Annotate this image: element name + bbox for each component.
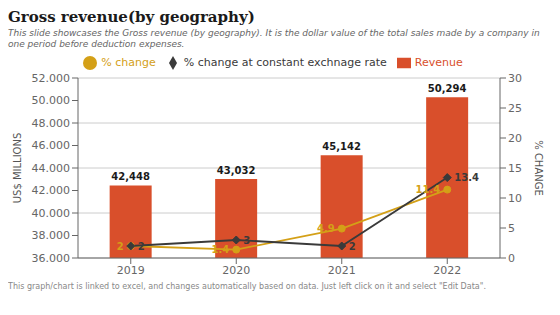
svg-text:2022: 2022	[433, 264, 461, 277]
svg-text:2019: 2019	[117, 264, 145, 277]
html-text:This graph/chart is linked to: This graph/chart is linked to excel, and…	[8, 282, 486, 291]
svg-text:2020: 2020	[222, 264, 250, 277]
svg-text:45,142: 45,142	[322, 141, 361, 152]
svg-text:52.000: 52.000	[32, 72, 71, 85]
svg-text:50,294: 50,294	[428, 83, 467, 94]
svg-text:50.000: 50.000	[32, 94, 71, 107]
svg-text:42.000: 42.000	[32, 184, 71, 197]
svg-text:US$ MILLIONS: US$ MILLIONS	[12, 133, 23, 204]
svg-text:2: 2	[349, 241, 356, 252]
svg-text:15: 15	[508, 162, 522, 175]
html-text:Revenue: Revenue	[414, 56, 463, 69]
svg-text:40.000: 40.000	[32, 207, 71, 220]
svg-text:2: 2	[117, 241, 124, 252]
svg-text:% CHANGE: % CHANGE	[533, 140, 544, 196]
svg-text:25: 25	[508, 102, 522, 115]
html-text:Gross revenue(by geography): Gross revenue(by geography)	[8, 8, 255, 26]
svg-text:42,448: 42,448	[111, 171, 150, 182]
svg-text:13.4: 13.4	[454, 172, 479, 183]
html-text:% change at constant exchnage: % change at constant exchnage rate	[183, 56, 387, 69]
svg-text:11.4: 11.4	[416, 184, 441, 195]
svg-text:1.4: 1.4	[212, 244, 230, 255]
svg-text:44.000: 44.000	[32, 162, 71, 175]
svg-text:20: 20	[508, 132, 522, 145]
svg-text:30: 30	[508, 72, 522, 85]
svg-text:3: 3	[243, 235, 250, 246]
svg-text:48.000: 48.000	[32, 117, 71, 130]
html-text:% change: % change	[101, 56, 156, 69]
svg-text:2: 2	[138, 241, 145, 252]
svg-text:0: 0	[508, 252, 515, 265]
svg-text:5: 5	[508, 222, 515, 235]
svg-text:4.9: 4.9	[317, 223, 335, 234]
svg-text:38.000: 38.000	[32, 229, 71, 242]
svg-text:36.000: 36.000	[32, 252, 71, 265]
svg-text:46.000: 46.000	[32, 139, 71, 152]
svg-text:10: 10	[508, 192, 522, 205]
svg-text:2021: 2021	[328, 264, 356, 277]
svg-text:43,032: 43,032	[217, 165, 256, 176]
html-text:This slide showcases the Gross: This slide showcases the Gross revenue (…	[8, 28, 540, 49]
